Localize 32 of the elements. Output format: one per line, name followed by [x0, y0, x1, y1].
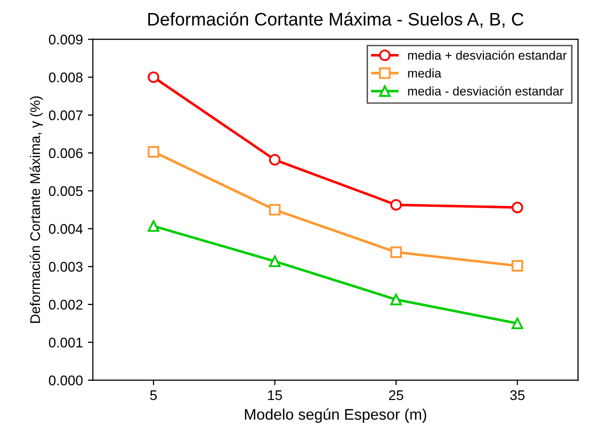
- x-tick-label: 35: [510, 390, 525, 400]
- point: [148, 146, 160, 158]
- y-tick-label: 0.002: [48, 300, 82, 310]
- y-tick-label: 0.003: [48, 262, 83, 272]
- point: [269, 154, 281, 166]
- x-tick-label: 15: [268, 390, 282, 400]
- point: [269, 256, 281, 268]
- legend-label: media + desviación estandar: [408, 50, 567, 60]
- y-tick-label: 0.005: [48, 186, 83, 196]
- point: [512, 260, 524, 272]
- point: [148, 71, 160, 83]
- point: [390, 246, 402, 258]
- y-tick-label: 0.009: [48, 34, 82, 44]
- point: [512, 202, 524, 214]
- y-tick-label: 0.004: [48, 224, 83, 234]
- point: [390, 294, 402, 306]
- point: [512, 318, 524, 330]
- y-tick-label: 0.008: [48, 72, 83, 82]
- chart-title: Deformación Cortante Máxima - Suelos A, B, C: [148, 12, 524, 28]
- point: [390, 199, 402, 211]
- y-tick-label: 0.007: [48, 110, 82, 120]
- x-tick-label: 25: [389, 390, 404, 400]
- legend-label: media: [408, 68, 442, 78]
- y-tick-label: 0.006: [48, 148, 83, 158]
- point: [148, 220, 160, 232]
- legend-label: media - desviación estandar: [408, 86, 564, 96]
- y-axis-title: Deformación Cortante Máxima, γ (%): [30, 96, 43, 323]
- x-axis-title: Modelo según Espesor (m): [244, 408, 426, 423]
- point: [269, 204, 281, 216]
- x-tick-label: 5: [150, 390, 157, 400]
- y-tick-label: 0.001: [48, 338, 82, 348]
- y-tick-label: 0.000: [48, 376, 83, 386]
